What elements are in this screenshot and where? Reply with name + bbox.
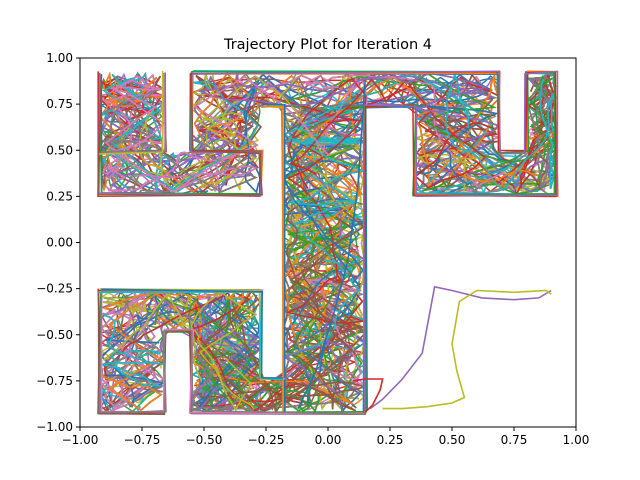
y-tick-label: 0.75 (46, 97, 73, 111)
y-axis: −1.00 −0.75 −0.50 −0.25 0.00 0.25 0.50 0.75 1.00 (36, 51, 80, 434)
y-tick-label: −1.00 (36, 420, 73, 434)
series-line-2 (352, 378, 384, 413)
trajectory-line (103, 291, 253, 411)
x-tick-label: 0.50 (439, 433, 466, 447)
trajectory-line (192, 176, 363, 413)
series-line-1 (382, 289, 552, 410)
trajectory-line (101, 77, 258, 193)
series-lines (297, 80, 552, 413)
trajectory-line (110, 81, 249, 195)
chart-title: Trajectory Plot for Iteration 4 (223, 37, 432, 53)
trajectory-line (288, 77, 498, 189)
trajectory-line (196, 72, 500, 143)
trajectory-line (190, 291, 257, 410)
x-tick-label: −0.75 (124, 433, 161, 447)
wall-trace-line (261, 105, 285, 411)
wall-trace-line (98, 291, 284, 381)
wall-trace-line (260, 105, 284, 411)
y-tick-label: 0.00 (46, 236, 73, 250)
wall-trace-line (262, 105, 286, 413)
x-axis: −1.00 −0.75 −0.50 −0.25 0.00 0.25 0.50 0.75 1.00 (62, 427, 590, 447)
wall-trace-line (262, 104, 285, 413)
trajectory-line (415, 73, 510, 196)
trajectory-line (101, 312, 165, 387)
trajectory-lines (97, 70, 559, 415)
trajectory-line (283, 142, 364, 284)
wall-trace-line (261, 103, 286, 412)
trajectory-line (103, 291, 260, 356)
trajectory-line (104, 75, 330, 194)
x-tick-label: −0.50 (186, 433, 223, 447)
y-tick-label: −0.75 (36, 374, 73, 388)
trajectory-line (282, 76, 555, 405)
trajectory-line (202, 298, 368, 415)
trajectory-line (414, 104, 500, 185)
trajectory-line (109, 74, 259, 193)
trajectory-line (107, 151, 258, 196)
trajectory-line (101, 293, 193, 412)
y-tick-label: −0.50 (36, 328, 73, 342)
wall-trace-line (192, 70, 559, 411)
y-tick-label: 1.00 (46, 51, 73, 65)
trajectory-line (196, 206, 354, 413)
trajectory-line (285, 245, 366, 410)
trajectory-line (281, 106, 366, 355)
x-tick-label: 0.00 (315, 433, 342, 447)
x-tick-label: 0.75 (501, 433, 528, 447)
x-tick-label: 0.25 (377, 433, 404, 447)
trajectory-line (421, 79, 554, 191)
trajectory-line (192, 73, 241, 189)
wall-trace-line (101, 288, 283, 379)
x-tick-label: −0.25 (248, 433, 285, 447)
wall-trace-line (100, 72, 167, 153)
wall-trace-line (98, 291, 367, 415)
wall-trace-line (98, 70, 164, 155)
y-tick-label: 0.50 (46, 143, 73, 157)
series-line-0 (369, 285, 552, 410)
y-tick-label: −0.25 (36, 282, 73, 296)
trajectory-line (154, 296, 313, 413)
x-tick-label: 1.00 (563, 433, 590, 447)
trajectory-line (121, 78, 254, 187)
trajectory-line (190, 292, 259, 411)
series-line-3 (297, 80, 366, 409)
y-tick-label: 0.25 (46, 189, 73, 203)
trajectory-line (122, 292, 263, 411)
x-tick-label: −1.00 (62, 433, 99, 447)
trajectory-line (444, 73, 557, 191)
wall-trace-line (261, 103, 286, 414)
wall-trace-line (97, 74, 264, 197)
